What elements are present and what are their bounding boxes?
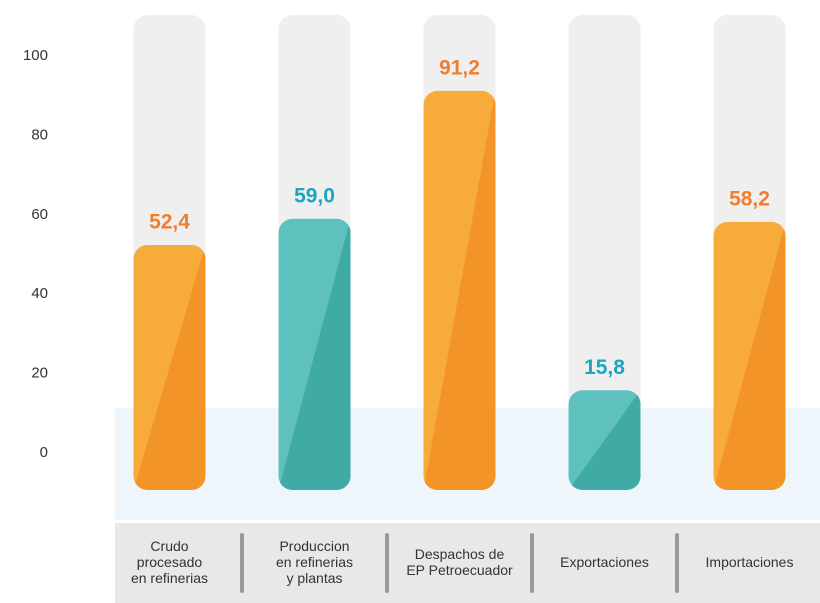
y-tick-label: 40 <box>31 285 48 302</box>
y-tick-label: 20 <box>31 365 48 382</box>
x-tick-label: Crudo procesado en refinerias <box>131 538 208 586</box>
x-tick-line: en refinerias <box>276 554 353 570</box>
x-tick-line: Exportaciones <box>560 554 649 570</box>
separator <box>675 533 679 593</box>
x-tick-line: procesado <box>137 554 203 570</box>
x-tick-label: Produccion en refinerias y plantas <box>276 538 353 586</box>
separator <box>530 533 534 593</box>
bar-track <box>568 15 641 490</box>
y-tick-label: 0 <box>40 444 48 461</box>
value-label: 59,0 <box>294 184 335 207</box>
value-label: 58,2 <box>729 187 770 210</box>
value-label: 52,4 <box>149 211 190 234</box>
value-label: 15,8 <box>584 356 625 379</box>
y-tick-label: 60 <box>31 206 48 223</box>
x-tick-line: Produccion <box>279 538 349 554</box>
x-tick-label: Importaciones <box>706 554 794 570</box>
x-tick-line: en refinerias <box>131 570 208 586</box>
x-tick-line: Importaciones <box>706 554 794 570</box>
value-label: 91,2 <box>439 56 480 79</box>
y-tick-label: 100 <box>23 47 48 64</box>
x-tick-label: Despachos de EP Petroecuador <box>406 546 513 578</box>
bar-shade <box>133 244 206 490</box>
separator <box>240 533 244 593</box>
y-tick-label: 80 <box>31 126 48 143</box>
x-tick-line: y plantas <box>286 570 342 586</box>
category-panel <box>115 523 820 603</box>
bar-shade <box>278 218 351 490</box>
bar-shade <box>568 390 641 490</box>
x-tick-line: Crudo <box>150 538 188 554</box>
bar-shade <box>423 90 496 490</box>
x-tick-line: Despachos de <box>415 546 505 562</box>
separator <box>385 533 389 593</box>
bar-shade <box>713 221 786 490</box>
x-tick-label: Exportaciones <box>560 554 649 570</box>
x-tick-line: EP Petroecuador <box>406 562 513 578</box>
